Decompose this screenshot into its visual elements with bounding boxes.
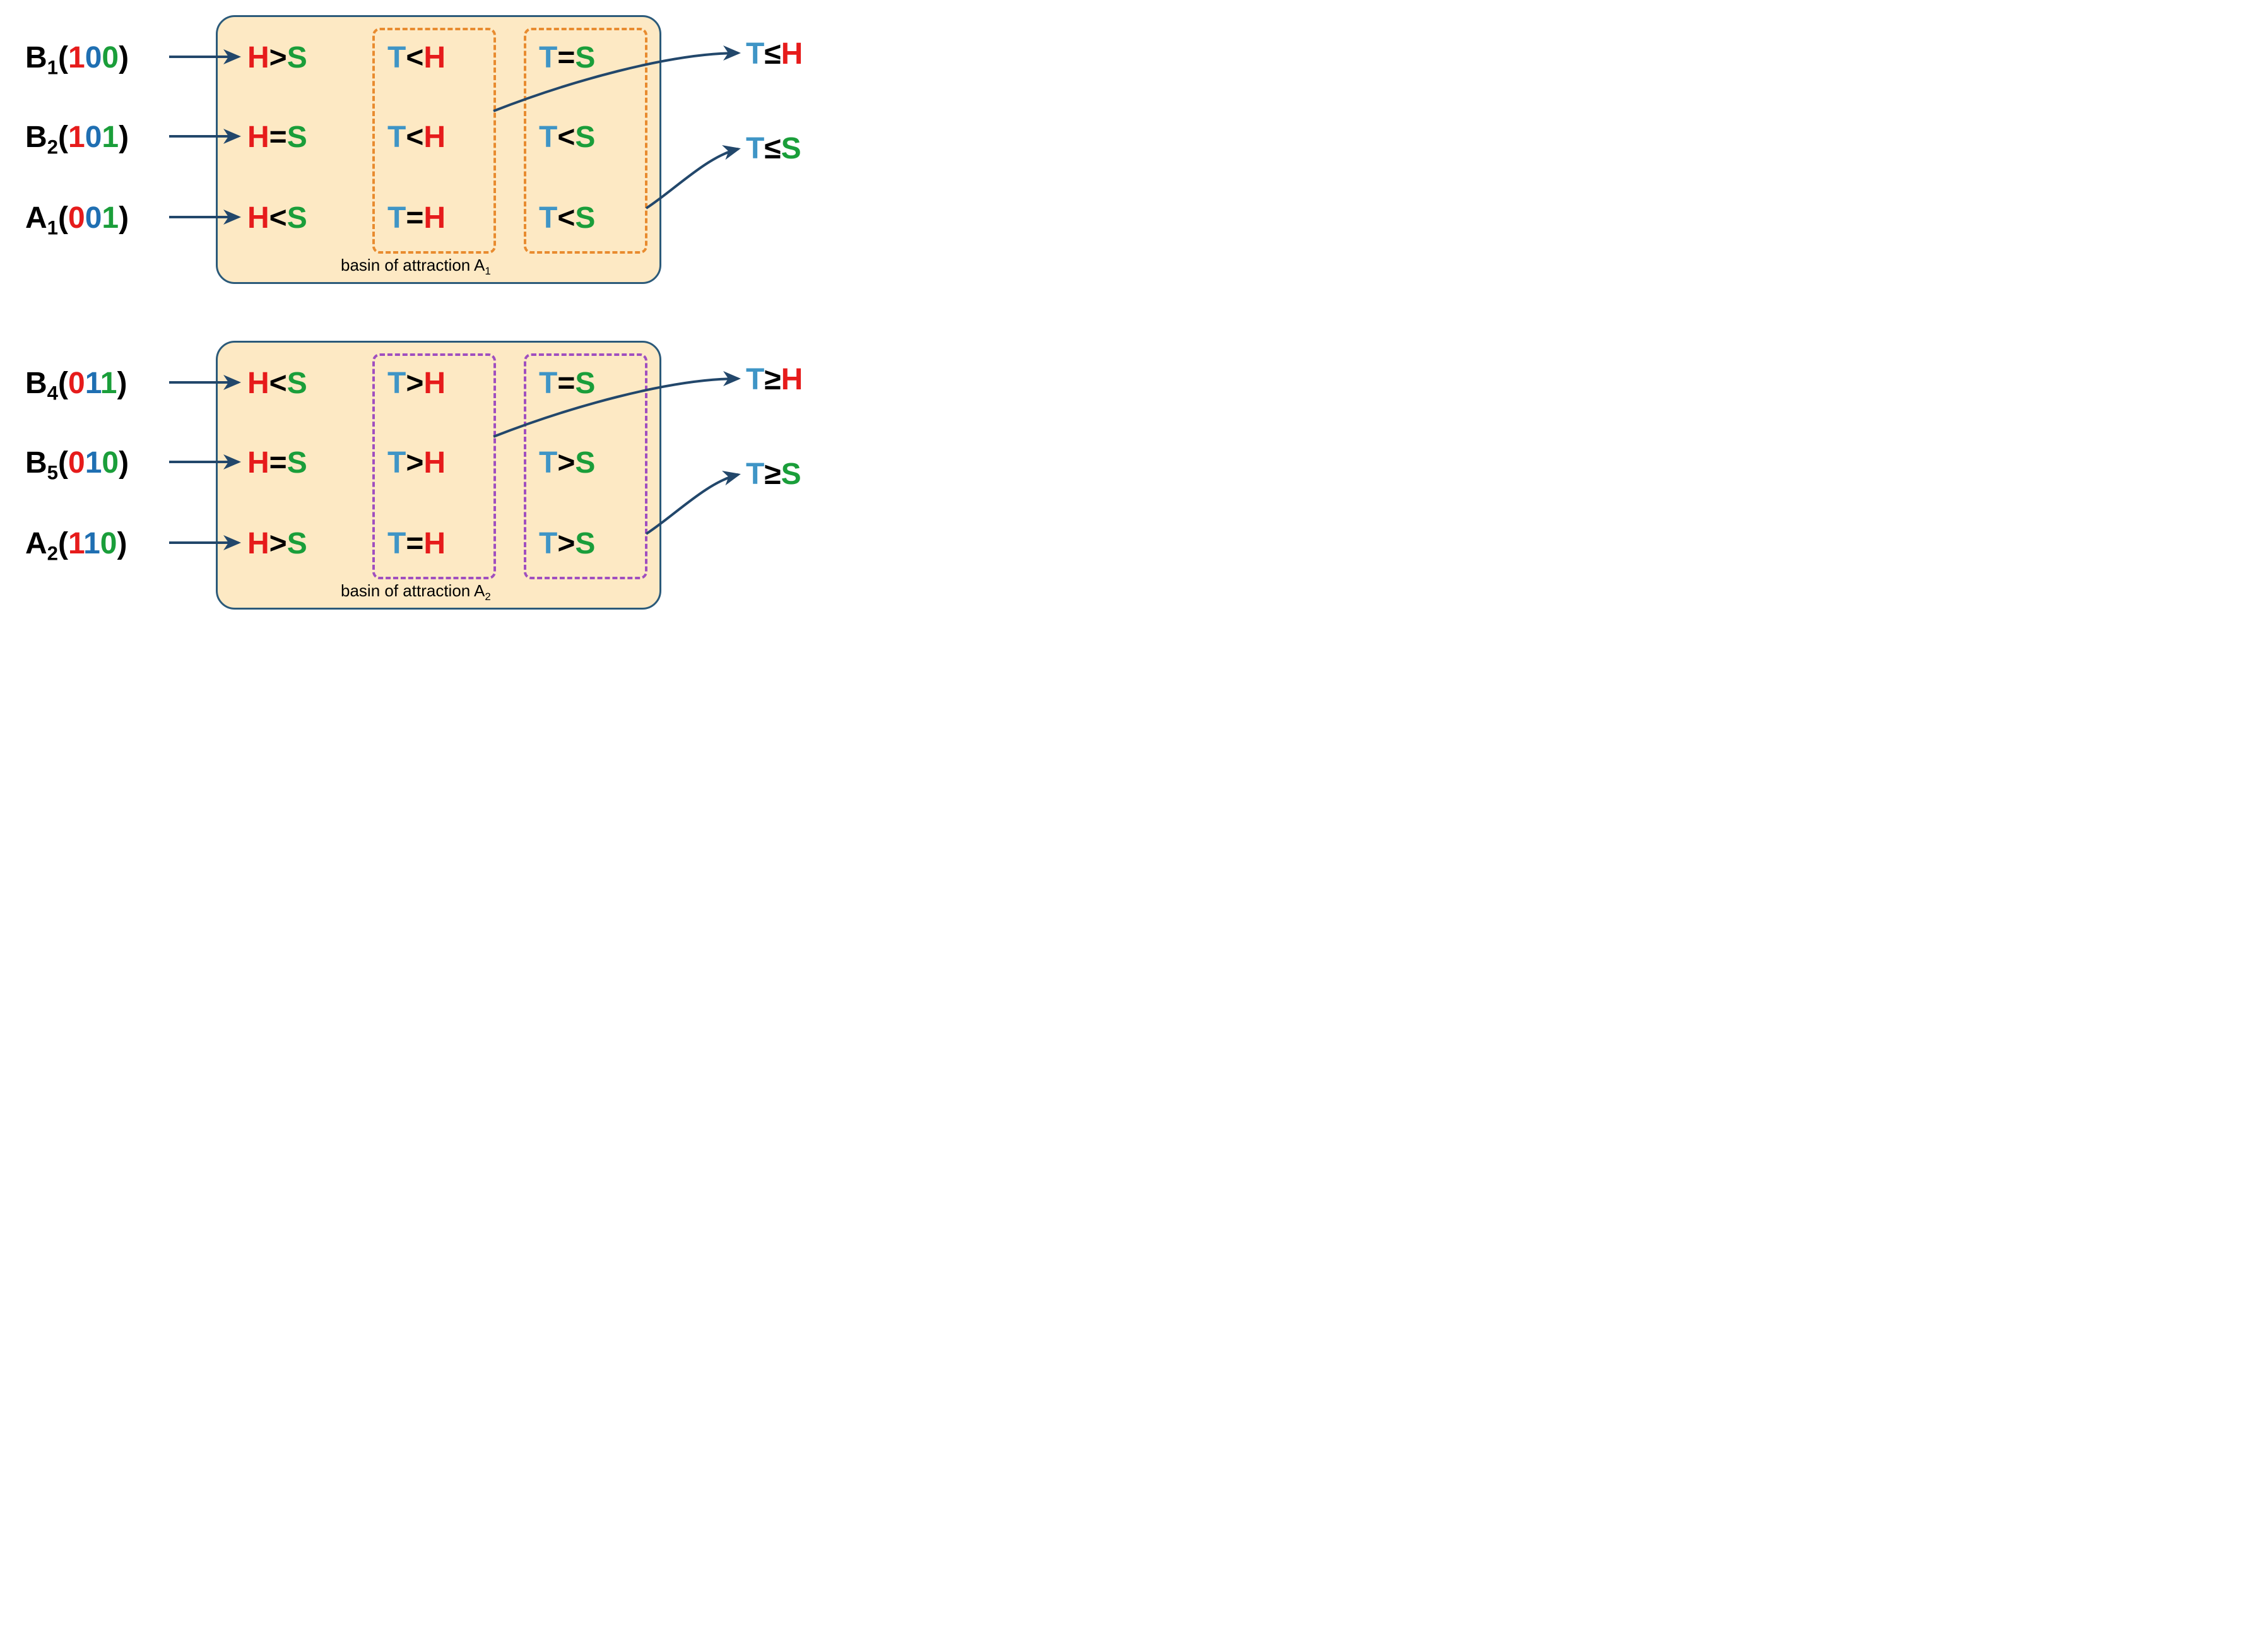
expr-top-col2-row3: T=H — [387, 201, 446, 235]
result-top-s: T≤S — [746, 131, 801, 166]
expr-bottom-col3-row2: T>S — [539, 446, 595, 480]
label-a1: A1(001) — [25, 201, 129, 240]
expr-bottom-col1-row2: H=S — [247, 446, 307, 480]
expr-bottom-col3-row3: T>S — [539, 526, 595, 561]
result-bottom-s: T≥S — [746, 457, 801, 492]
expr-bottom-col2-row3: T=H — [387, 526, 446, 561]
label-b4: B4(011) — [25, 366, 127, 405]
expr-bottom-col1-row3: H>S — [247, 526, 307, 561]
expr-top-col1-row2: H=S — [247, 120, 307, 155]
caption-basin-top: basin of attraction A1 — [341, 256, 491, 278]
label-b5: B5(010) — [25, 446, 129, 485]
result-top-h: T≤H — [746, 37, 803, 71]
expr-bottom-col3-row1: T=S — [539, 366, 595, 401]
expr-bottom-col2-row1: T>H — [387, 366, 446, 401]
expr-top-col1-row1: H>S — [247, 40, 307, 75]
diagram-stage: B1(100) B2(101) A1(001) B4(011) B5(010) … — [0, 0, 934, 678]
expr-bottom-col1-row1: H<S — [247, 366, 307, 401]
caption-basin-bottom: basin of attraction A2 — [341, 581, 491, 603]
expr-top-col3-row2: T<S — [539, 120, 595, 155]
expr-bottom-col2-row2: T>H — [387, 446, 446, 480]
expr-top-col3-row3: T<S — [539, 201, 595, 235]
label-b1: B1(100) — [25, 40, 129, 80]
label-b2: B2(101) — [25, 120, 129, 159]
expr-top-col1-row3: H<S — [247, 201, 307, 235]
expr-top-col2-row2: T<H — [387, 120, 446, 155]
result-bottom-h: T≥H — [746, 362, 803, 397]
label-a2: A2(110) — [25, 526, 127, 565]
expr-top-col3-row1: T=S — [539, 40, 595, 75]
expr-top-col2-row1: T<H — [387, 40, 446, 75]
